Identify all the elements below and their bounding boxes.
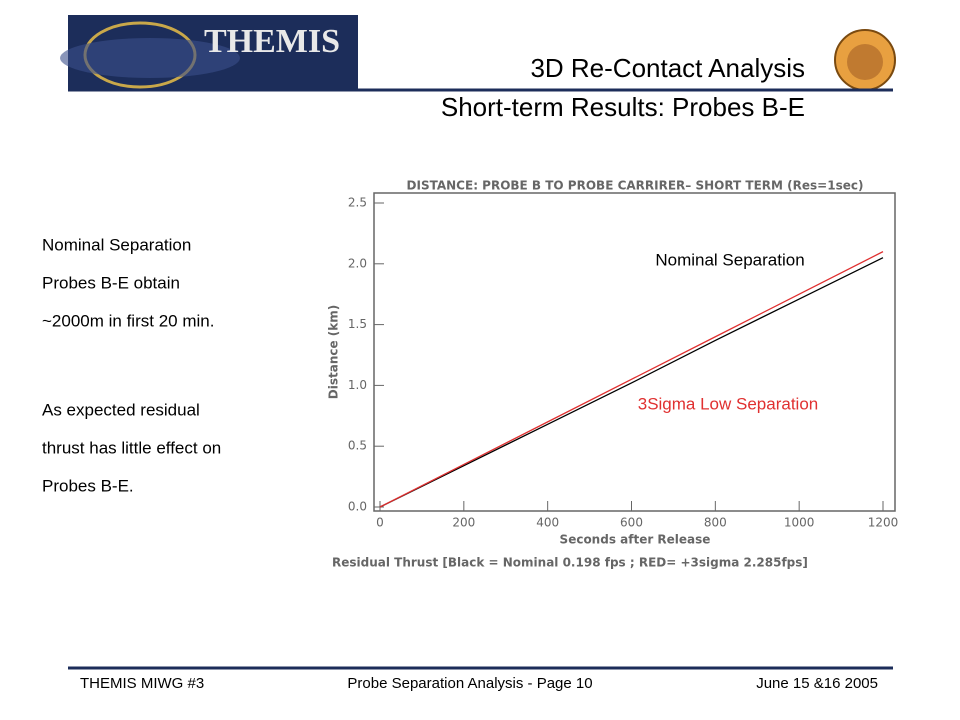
body-line: Probes B-E obtain xyxy=(42,273,180,292)
y-tick-label: 2.5 xyxy=(348,196,367,210)
chart-title: DISTANCE: PROBE B TO PROBE CARRIRER– SHO… xyxy=(407,179,864,193)
logo-text: THEMIS xyxy=(204,23,340,60)
y-tick-label: 0.0 xyxy=(348,500,367,514)
slide-title: 3D Re-Contact Analysis xyxy=(530,53,805,83)
x-tick-label: 800 xyxy=(704,516,727,530)
chart: DISTANCE: PROBE B TO PROBE CARRIRER– SHO… xyxy=(327,179,899,570)
x-tick-label: 1200 xyxy=(868,516,899,530)
series-annotation: Nominal Separation xyxy=(655,250,804,269)
body-line: As expected residual xyxy=(42,400,200,419)
series-line xyxy=(379,257,884,508)
footer: THEMIS MIWG #3 Probe Separation Analysis… xyxy=(68,666,893,692)
x-axis-label: Seconds after Release xyxy=(560,533,711,547)
logo-field xyxy=(60,38,240,78)
body-text: Nominal Separation Probes B-E obtain ~2000… xyxy=(42,235,221,495)
series-line xyxy=(379,251,884,508)
footer-center: Probe Separation Analysis - Page 10 xyxy=(347,675,592,692)
plot-frame xyxy=(373,192,896,512)
y-tick-label: 2.0 xyxy=(348,256,367,270)
chart-footnote: Residual Thrust [Black = Nominal 0.198 f… xyxy=(332,556,808,570)
footer-right: June 15 &16 2005 xyxy=(756,675,878,692)
body-line: Nominal Separation xyxy=(42,235,191,254)
y-tick-label: 0.5 xyxy=(348,439,367,453)
x-tick-label: 200 xyxy=(452,516,475,530)
header: THEMIS 3D Re-Contact Analysis Short-term… xyxy=(60,15,896,122)
body-line: ~2000m in first 20 min. xyxy=(42,311,214,330)
logo-seal-inner xyxy=(847,44,883,80)
footer-left: THEMIS MIWG #3 xyxy=(80,675,204,692)
y-tick-label: 1.5 xyxy=(348,317,367,331)
x-tick-label: 1000 xyxy=(784,516,815,530)
x-tick-label: 400 xyxy=(536,516,559,530)
series-annotation: 3Sigma Low Separation xyxy=(638,394,819,413)
y-tick-label: 1.0 xyxy=(348,378,367,392)
slide-subtitle: Short-term Results: Probes B-E xyxy=(441,92,805,122)
x-tick-label: 0 xyxy=(376,516,384,530)
x-tick-label: 600 xyxy=(620,516,643,530)
y-axis-label: Distance (km) xyxy=(327,305,341,399)
body-line: thrust has little effect on xyxy=(42,438,221,457)
body-line: Probes B-E. xyxy=(42,476,134,495)
